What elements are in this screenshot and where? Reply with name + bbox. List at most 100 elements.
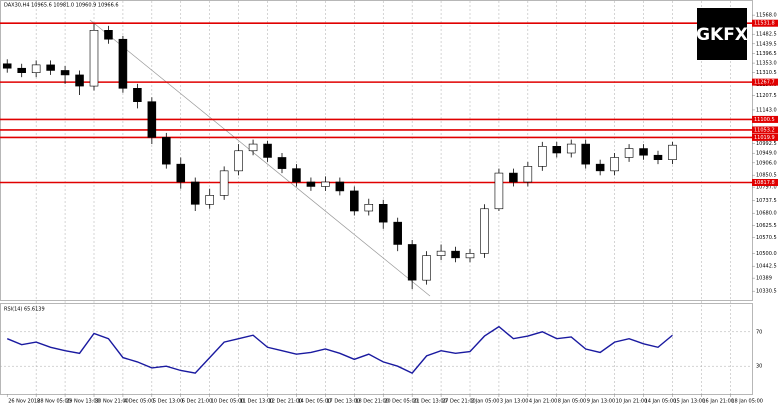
x-tick-label: 5 Dec 13:00 — [153, 399, 183, 405]
y-tick-label: 11482.5 — [756, 32, 777, 38]
candle-body — [306, 181, 316, 187]
level-label: 11100.5 — [754, 117, 775, 123]
candle-body — [205, 195, 214, 205]
y-tick-label: 11568.0 — [756, 13, 777, 19]
candle-body — [653, 154, 663, 160]
candle-body — [89, 30, 99, 87]
candle-body — [133, 88, 142, 102]
candle-body — [350, 190, 359, 212]
x-tick-label: 6 Dec 21:00 — [182, 399, 212, 405]
chart-title: DAX30,H4 10965.6 10981.0 10960.9 10966.6 — [4, 3, 119, 9]
x-tick-label: 20 Dec 05:00 — [384, 399, 418, 405]
mark-layer — [2, 23, 677, 374]
level-tag — [752, 178, 778, 186]
x-tick-label: 8 Jan 05:00 — [558, 399, 586, 405]
level-label: 11019.9 — [754, 135, 775, 141]
candle-body — [364, 204, 374, 212]
level-tag — [752, 133, 778, 141]
candle-body — [523, 166, 533, 183]
candle-body — [176, 163, 186, 183]
y-tick-label: 10680.0 — [756, 211, 777, 217]
candle-body — [595, 163, 605, 172]
candle-body — [219, 170, 229, 196]
candle-body — [2, 63, 12, 69]
candle-body — [668, 144, 677, 160]
candle-body — [422, 255, 431, 281]
y-tick-label: 10949.0 — [756, 151, 777, 157]
y-tick-label: 10330.5 — [756, 289, 777, 295]
x-tick-label: 27 Dec 21:00 — [442, 399, 476, 405]
candle-body — [162, 137, 171, 165]
y-tick-label: 10442.5 — [756, 264, 777, 270]
level-label: 10817.8 — [754, 180, 775, 186]
x-tick-label: 28 Nov 05:00 — [37, 399, 71, 405]
x-tick-label: 29 Nov 13:00 — [66, 399, 100, 405]
candle-body — [552, 146, 562, 154]
candle-body — [610, 157, 619, 172]
candle-body — [234, 150, 243, 172]
x-tick-label: 3 Jan 13:00 — [500, 399, 528, 405]
y-tick-label: 10850.5 — [756, 173, 777, 179]
y-tick-label: 10992.5 — [756, 141, 777, 147]
x-tick-label: 30 Nov 21:00 — [95, 399, 129, 405]
main-panel — [0, 0, 753, 301]
y-tick-label: 11143.0 — [756, 107, 777, 113]
rsi-title: RSI(14) 65.6139 — [4, 307, 45, 313]
y-tick-label: 11439.5 — [756, 41, 777, 47]
candle-body — [118, 38, 128, 89]
x-tick-label: 14 Dec 05:00 — [297, 399, 331, 405]
candle-body — [263, 143, 272, 158]
candle-body — [538, 146, 547, 167]
y-tick-label: 10625.5 — [756, 223, 777, 229]
y-tick-label: 11353.0 — [756, 61, 777, 67]
level-tag — [752, 126, 778, 134]
y-tick-label: 10500.0 — [756, 251, 777, 257]
y-tick-label: 10389 — [756, 276, 772, 282]
candle-body — [451, 250, 460, 259]
candle-body — [624, 148, 634, 158]
candle-body — [566, 143, 576, 154]
candle-body — [378, 204, 388, 223]
x-tick-label: 18 Jan 05:00 — [731, 399, 763, 405]
x-tick-label: 15 Jan 13:00 — [673, 399, 705, 405]
level-tag — [752, 115, 778, 123]
level-label: 11267.7 — [754, 80, 775, 86]
x-tick-label: 17 Dec 13:00 — [326, 399, 360, 405]
x-tick-label: 11 Dec 13:00 — [240, 399, 274, 405]
candle-body — [104, 30, 113, 40]
x-tick-label: 4 Dec 05:00 — [124, 399, 154, 405]
logo: GKFX — [696, 25, 748, 45]
candle-body — [147, 101, 157, 138]
candle-body — [494, 172, 504, 210]
level-label: 11053.2 — [754, 127, 775, 133]
logo-box — [697, 8, 747, 60]
x-tick-label: 2 Jan 05:00 — [471, 399, 499, 405]
candle-body — [292, 168, 301, 183]
x-tick-label: 18 Dec 21:00 — [355, 399, 389, 405]
rsi-panel — [0, 303, 753, 395]
y-tick-label: 11207.5 — [756, 93, 777, 99]
candle-body — [31, 64, 41, 73]
candle-body — [509, 172, 518, 183]
level-tag — [752, 78, 778, 86]
x-tick-label: 10 Dec 05:00 — [211, 399, 245, 405]
candle-body — [46, 64, 55, 71]
candle-body — [17, 67, 26, 73]
candle-body — [75, 74, 84, 87]
y-tick-label: 10797.0 — [756, 185, 777, 191]
x-tick-label: 12 Dec 21:00 — [269, 399, 303, 405]
x-tick-label: 26 Nov 2018 — [8, 399, 40, 405]
level-label: 11531.8 — [754, 21, 775, 27]
candle-body — [407, 244, 417, 281]
y-tick-label: 10737.5 — [756, 198, 777, 204]
x-tick-label: 10 Jan 21:00 — [616, 399, 648, 405]
y-tick-label: 11396.5 — [756, 51, 777, 57]
y-tick-label: 10570.5 — [756, 235, 777, 241]
x-tick-label: 9 Jan 13:00 — [587, 399, 615, 405]
y-tick-label: 70 — [756, 329, 762, 335]
y-tick-label: 11310.5 — [756, 70, 777, 76]
candle-body — [465, 253, 475, 259]
trend-line — [89, 19, 431, 297]
